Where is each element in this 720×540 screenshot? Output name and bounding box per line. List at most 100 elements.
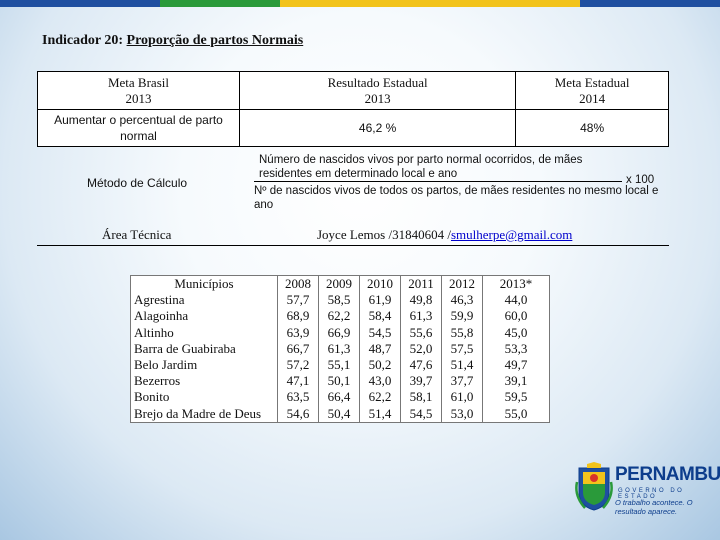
value-cell: 50,4 (327, 405, 351, 421)
value-cell: 57,2 (286, 357, 310, 373)
resultado-year: 2013 (364, 90, 391, 106)
municipio-3: Barra de Guabiraba (134, 340, 236, 356)
municipio-7: Brejo da Madre de Deus (134, 405, 262, 421)
numerator-line1: Número de nascidos vivos por parto norma… (259, 154, 583, 166)
value-cell: 57,5 (450, 340, 474, 356)
value-cell: 61,9 (368, 292, 392, 308)
value-cell: 55,8 (450, 324, 474, 340)
top-stripe-green (160, 0, 280, 7)
value-cell: 49,7 (504, 357, 528, 373)
logo-brand: PERNAMBUCO (615, 464, 720, 485)
meta-estadual-year: 2014 (579, 90, 606, 106)
area-tecnica-contact: Joyce Lemos /31840604 /smulherpe@gmail.c… (317, 227, 572, 243)
value-cell: 54,6 (286, 405, 310, 421)
value-cell: 53,0 (450, 405, 474, 421)
logo-slogan: O trabalho acontece. O resultado aparece… (615, 498, 693, 516)
value-cell: 63,9 (286, 324, 310, 340)
top-stripe-blue-right (580, 0, 720, 7)
value-cell: 51,4 (368, 405, 392, 421)
year-header: 2011 (408, 276, 434, 291)
coat-of-arms-icon (575, 462, 613, 511)
formula: Número de nascidos vivos por parto norma… (254, 153, 664, 212)
value-cell: 47,6 (409, 357, 433, 373)
municipio-1: Alagoinha (134, 308, 189, 324)
value-cell: 55,1 (327, 357, 351, 373)
value-cell: 60,0 (504, 308, 528, 324)
value-cell: 54,5 (409, 405, 433, 421)
value-cell: 61,0 (450, 389, 474, 405)
value-cell: 55,0 (504, 405, 528, 421)
value-cell: 39,1 (504, 373, 528, 389)
top-stripe-blue (0, 0, 160, 7)
value-cell: 47,1 (286, 373, 310, 389)
value-cell: 68,9 (286, 308, 310, 324)
value-cell: 61,3 (327, 340, 351, 356)
value-cell: 45,0 (504, 324, 528, 340)
email-link[interactable]: smulherpe@gmail.com (450, 227, 573, 242)
contact-text: Joyce Lemos /31840604 / (317, 227, 451, 242)
municipios-header: Municípios (174, 276, 234, 291)
value-cell: 66,4 (327, 389, 351, 405)
value-cell: 43,0 (368, 373, 392, 389)
value-cell: 39,7 (409, 373, 433, 389)
meta-brasil-year: 2013 (125, 90, 152, 106)
value-cell: 57,7 (286, 292, 310, 308)
value-cell: 51,4 (450, 357, 474, 373)
municipio-4: Belo Jardim (134, 357, 198, 373)
divider (37, 245, 669, 246)
municipio-2: Altinho (134, 324, 174, 340)
year-column-3: 2011 49,8 61,3 55,6 52,0 47,6 39,7 58,1 54,5 (400, 275, 442, 423)
multiplier: x 100 (626, 174, 655, 186)
value-cell: 61,3 (409, 308, 433, 324)
value-cell: 44,0 (504, 292, 528, 308)
value-cell: 58,1 (409, 389, 433, 405)
municipio-6: Bonito (134, 389, 170, 405)
value-cell: 46,3 (450, 292, 474, 308)
year-column-5: 2013* 44,0 60,0 45,0 53,3 49,7 39,1 59,5 55,0 (482, 275, 550, 423)
value-cell: 66,9 (327, 324, 351, 340)
meta-table: Meta Brasil 2013 Resultado Estadual 2013 M… (37, 71, 669, 147)
year-column-0: 2008 57,7 68,9 63,9 66,7 57,2 47,1 63,5 54,6 (277, 275, 319, 423)
value-cell: 59,9 (450, 308, 474, 324)
meta-brasil-value: Aumentar o percentual de parto normal (37, 109, 240, 147)
year-header: 2009 (326, 276, 352, 291)
year-column-2: 2010 61,9 58,4 54,5 48,7 50,2 43,0 62,2 51,4 (359, 275, 401, 423)
pernambuco-logo: PERNAMBUCO GOVERNO DO ESTADO O trabalho … (573, 462, 720, 532)
resultado-head: Resultado Estadual (327, 74, 428, 90)
value-cell: 50,2 (368, 357, 392, 373)
value-cell: 63,5 (286, 389, 310, 405)
numerator-line2: residentes em determinado local e ano (254, 167, 622, 182)
value-cell: 54,5 (368, 324, 392, 340)
value-cell: 58,5 (327, 292, 351, 308)
denominator: Nº de nascidos vivos de todos os partos,… (254, 185, 659, 211)
resultado-value: 46,2 % (238, 109, 517, 147)
year-column-4: 2012 46,3 59,9 55,8 57,5 51,4 37,7 61,0 53,0 (441, 275, 483, 423)
metodo-label: Método de Cálculo (87, 176, 188, 190)
municipio-0: Agrestina (134, 292, 185, 308)
value-cell: 50,1 (327, 373, 351, 389)
value-cell: 59,5 (504, 389, 528, 405)
value-cell: 37,7 (450, 373, 474, 389)
value-cell: 53,3 (504, 340, 528, 356)
year-header: 2010 (367, 276, 393, 291)
logo-sub: GOVERNO DO ESTADO (618, 488, 685, 500)
year-header: 2013* (499, 276, 533, 291)
indicator-title: Indicador 20: Proporção de partos Normai… (42, 33, 303, 49)
meta-estadual-value: 48% (515, 109, 669, 147)
value-cell: 58,4 (368, 308, 392, 324)
meta-estadual-head: Meta Estadual (554, 74, 630, 90)
data-table: Municípios Agrestina Alagoinha Altinho B… (130, 275, 550, 423)
meta-brasil-head: Meta Brasil (107, 74, 169, 90)
area-tecnica-label: Área Técnica (102, 227, 172, 242)
value-cell: 66,7 (286, 340, 310, 356)
year-header: 2012 (449, 276, 475, 291)
value-cell: 62,2 (327, 308, 351, 324)
value-cell: 52,0 (409, 340, 433, 356)
value-cell: 62,2 (368, 389, 392, 405)
value-cell: 48,7 (368, 340, 392, 356)
value-cell: 55,6 (409, 324, 433, 340)
indicator-prefix: Indicador 20: (42, 33, 127, 48)
value-cell: 49,8 (409, 292, 433, 308)
year-column-1: 2009 58,5 62,2 66,9 61,3 55,1 50,1 66,4 50,4 (318, 275, 360, 423)
municipio-5: Bezerros (134, 373, 181, 389)
